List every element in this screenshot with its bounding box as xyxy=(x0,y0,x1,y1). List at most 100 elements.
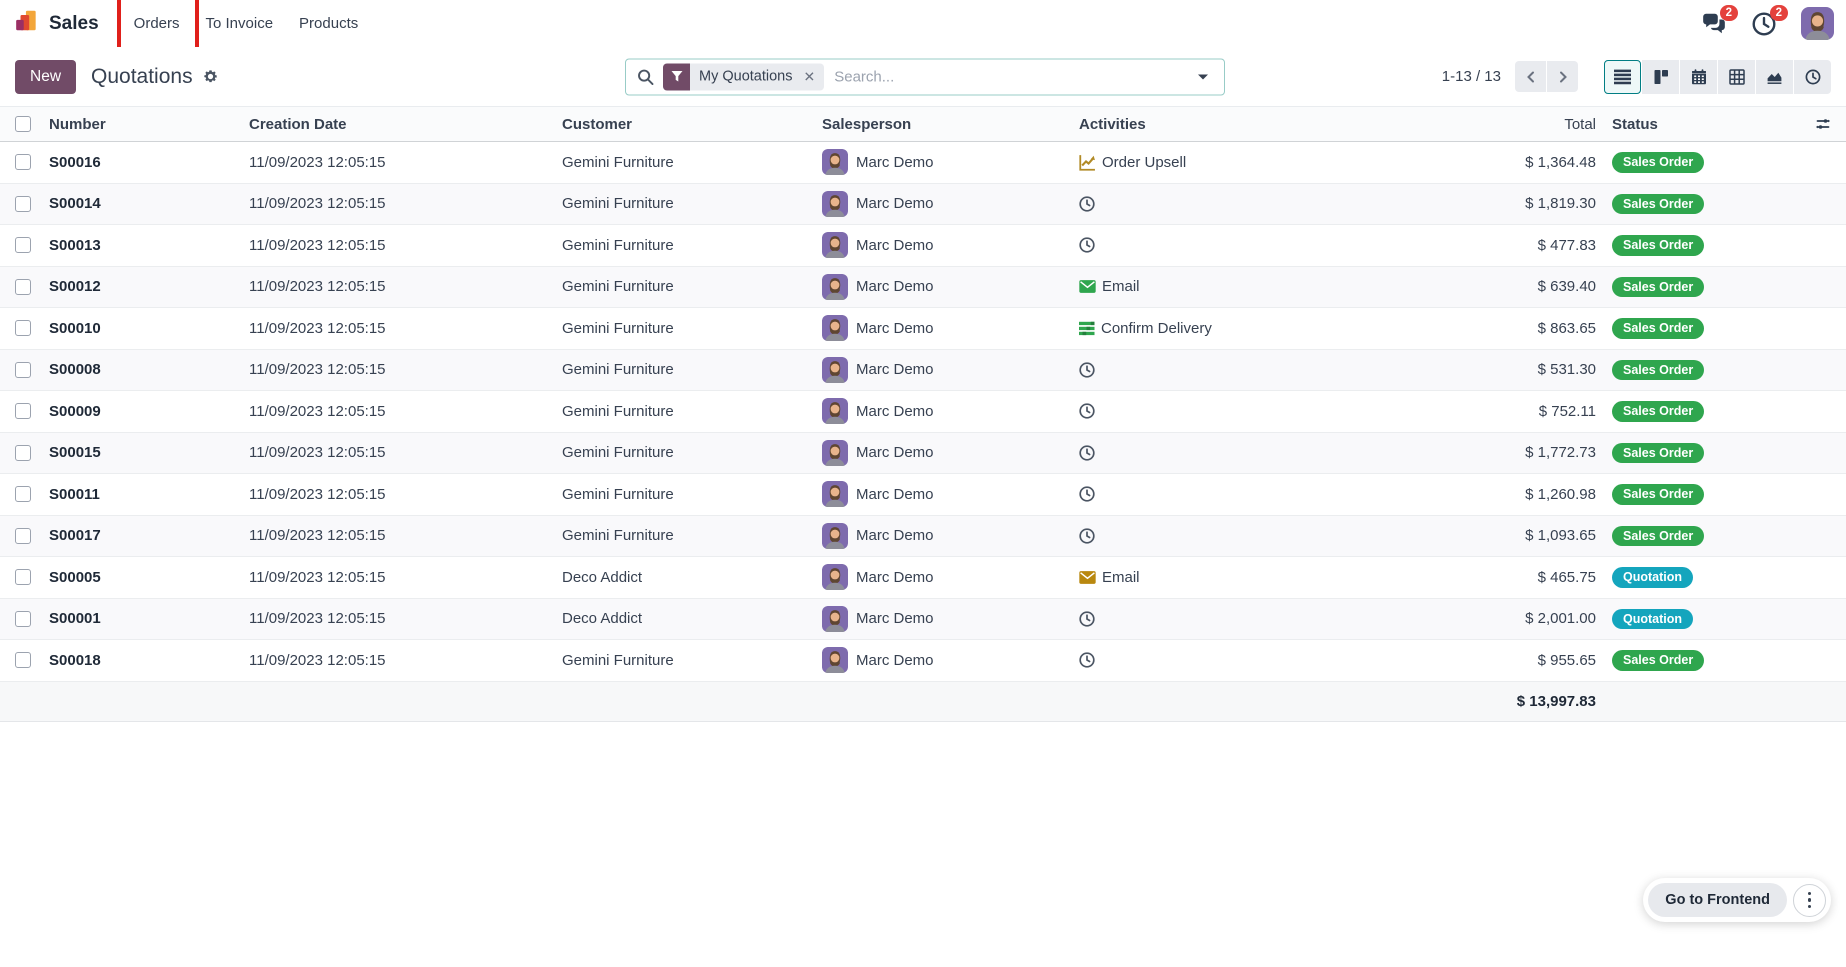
filter-facet[interactable]: My Quotations ✕ xyxy=(663,63,825,90)
row-checkbox[interactable] xyxy=(15,278,31,295)
activity-cell[interactable]: Email xyxy=(1075,569,1450,586)
row-checkbox[interactable] xyxy=(15,444,31,461)
table-row[interactable]: S00009 11/09/2023 12:05:15 Gemini Furnit… xyxy=(0,391,1846,433)
column-header-activities[interactable]: Activities xyxy=(1079,115,1146,133)
search-input[interactable] xyxy=(824,68,1182,85)
order-number: S00015 xyxy=(49,444,101,462)
activity-cell[interactable] xyxy=(1075,403,1450,419)
status-badge: Sales Order xyxy=(1612,484,1705,505)
column-header-status[interactable]: Status xyxy=(1612,115,1658,133)
salesperson-cell: Marc Demo xyxy=(818,647,1075,674)
customer-name: Gemini Furniture xyxy=(562,527,674,545)
creation-date: 11/09/2023 12:05:15 xyxy=(249,195,386,213)
kanban-view-button[interactable] xyxy=(1642,59,1679,94)
kebab-menu-icon[interactable] xyxy=(1793,883,1826,917)
customer-name: Gemini Furniture xyxy=(562,195,674,213)
facet-remove-icon[interactable]: ✕ xyxy=(803,68,816,84)
table-row[interactable]: S00017 11/09/2023 12:05:15 Gemini Furnit… xyxy=(0,515,1846,557)
activities-clock-icon[interactable]: 2 xyxy=(1751,4,1788,37)
table-row[interactable]: S00013 11/09/2023 12:05:15 Gemini Furnit… xyxy=(0,225,1846,267)
activity-cell[interactable] xyxy=(1075,237,1450,253)
row-checkbox[interactable] xyxy=(15,154,31,171)
systray: 2 2 xyxy=(1701,4,1834,40)
table-row[interactable]: S00011 11/09/2023 12:05:15 Gemini Furnit… xyxy=(0,474,1846,516)
activity-cell[interactable] xyxy=(1075,445,1450,461)
column-header-total[interactable]: Total xyxy=(1564,115,1596,133)
activity-cell[interactable] xyxy=(1075,196,1450,212)
pager-next-button[interactable] xyxy=(1547,61,1578,92)
activity-cell[interactable] xyxy=(1075,528,1450,544)
salesperson-cell: Marc Demo xyxy=(818,149,1075,176)
column-header-number[interactable]: Number xyxy=(49,115,106,133)
calendar-view-button[interactable] xyxy=(1680,59,1717,94)
salesperson-avatar xyxy=(822,190,848,217)
activity-cell[interactable] xyxy=(1075,362,1450,378)
activity-cell[interactable]: Order Upsell xyxy=(1075,154,1450,171)
salesperson-name: Marc Demo xyxy=(856,610,934,628)
salesperson-cell: Marc Demo xyxy=(818,315,1075,342)
clock-icon xyxy=(1079,403,1095,419)
table-row[interactable]: S00015 11/09/2023 12:05:15 Gemini Furnit… xyxy=(0,432,1846,474)
row-checkbox[interactable] xyxy=(15,486,31,503)
table-row[interactable]: S00010 11/09/2023 12:05:15 Gemini Furnit… xyxy=(0,308,1846,350)
row-checkbox[interactable] xyxy=(15,320,31,337)
table-row[interactable]: S00014 11/09/2023 12:05:15 Gemini Furnit… xyxy=(0,183,1846,225)
table-row[interactable]: S00005 11/09/2023 12:05:15 Deco Addict M… xyxy=(0,557,1846,599)
graph-view-button[interactable] xyxy=(1756,59,1793,94)
messages-icon[interactable]: 2 xyxy=(1701,4,1738,37)
go-to-frontend-button[interactable]: Go to Frontend xyxy=(1648,883,1787,917)
activity-view-button[interactable] xyxy=(1794,59,1831,94)
table-row[interactable]: S00001 11/09/2023 12:05:15 Deco Addict M… xyxy=(0,598,1846,640)
app-name[interactable]: Sales xyxy=(49,12,99,34)
new-button[interactable]: New xyxy=(15,59,77,94)
clock-icon xyxy=(1079,445,1095,461)
optional-columns-icon[interactable] xyxy=(1712,116,1846,132)
menu-products[interactable]: Products xyxy=(299,15,359,32)
table-row[interactable]: S00016 11/09/2023 12:05:15 Gemini Furnit… xyxy=(0,142,1846,184)
pivot-view-button[interactable] xyxy=(1718,59,1755,94)
activity-cell[interactable]: Confirm Delivery xyxy=(1075,320,1450,337)
customer-name: Gemini Furniture xyxy=(562,236,674,254)
row-checkbox[interactable] xyxy=(15,361,31,378)
row-checkbox[interactable] xyxy=(15,569,31,586)
row-checkbox[interactable] xyxy=(15,652,31,669)
salesperson-cell: Marc Demo xyxy=(818,439,1075,466)
row-checkbox[interactable] xyxy=(15,403,31,420)
activity-label: Email xyxy=(1102,568,1140,586)
column-header-creation-date[interactable]: Creation Date xyxy=(249,115,347,133)
gear-icon[interactable] xyxy=(203,69,218,84)
salesperson-cell: Marc Demo xyxy=(818,398,1075,425)
activity-cell[interactable] xyxy=(1075,611,1450,627)
row-checkbox[interactable] xyxy=(15,237,31,254)
menu-orders[interactable]: Orders xyxy=(116,0,199,51)
row-checkbox[interactable] xyxy=(15,527,31,544)
column-header-customer[interactable]: Customer xyxy=(562,115,633,133)
menu-to-invoice[interactable]: To Invoice xyxy=(205,15,274,32)
row-checkbox[interactable] xyxy=(15,195,31,212)
creation-date: 11/09/2023 12:05:15 xyxy=(249,485,386,503)
order-total: $ 863.65 xyxy=(1537,319,1596,337)
order-total: $ 465.75 xyxy=(1537,568,1596,586)
table-row[interactable]: S00012 11/09/2023 12:05:15 Gemini Furnit… xyxy=(0,266,1846,308)
activity-cell[interactable] xyxy=(1075,652,1450,668)
row-checkbox[interactable] xyxy=(15,610,31,627)
creation-date: 11/09/2023 12:05:15 xyxy=(249,402,386,420)
select-all-checkbox[interactable] xyxy=(15,116,31,132)
creation-date: 11/09/2023 12:05:15 xyxy=(249,444,386,462)
search-bar: My Quotations ✕ xyxy=(625,58,1225,95)
column-header-salesperson[interactable]: Salesperson xyxy=(822,115,912,133)
list-view-button[interactable] xyxy=(1604,59,1641,94)
customer-name: Gemini Furniture xyxy=(562,361,674,379)
clock-icon xyxy=(1079,362,1095,378)
table-row[interactable]: S00008 11/09/2023 12:05:15 Gemini Furnit… xyxy=(0,349,1846,391)
search-dropdown-toggle[interactable] xyxy=(1182,59,1224,94)
table-row[interactable]: S00018 11/09/2023 12:05:15 Gemini Furnit… xyxy=(0,640,1846,682)
clock-icon xyxy=(1079,237,1095,253)
footer-total: $ 13,997.83 xyxy=(1516,692,1596,710)
activity-cell[interactable] xyxy=(1075,486,1450,502)
activity-cell[interactable]: Email xyxy=(1075,278,1450,295)
pager-previous-button[interactable] xyxy=(1515,61,1546,92)
order-total: $ 2,001.00 xyxy=(1525,610,1596,628)
user-avatar[interactable] xyxy=(1801,7,1834,40)
app-brand[interactable]: Sales xyxy=(14,8,99,39)
